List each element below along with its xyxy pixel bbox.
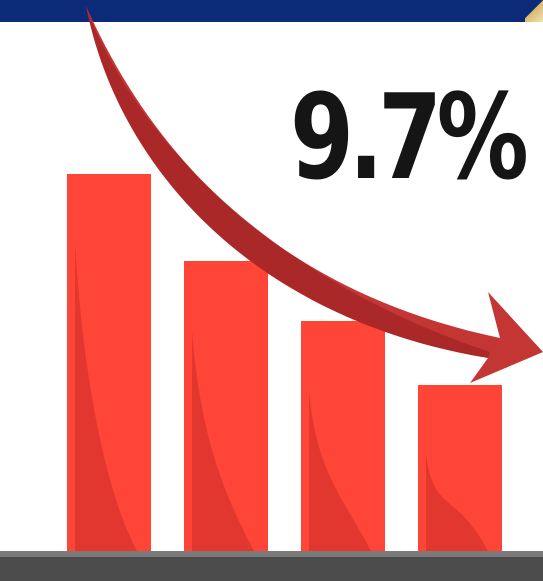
top-header-band	[0, 0, 543, 22]
bar-4-shadow	[426, 455, 488, 551]
downward-trend-arrow-icon	[86, 6, 543, 383]
bar-1-shadow	[75, 244, 137, 551]
baseline-highlight	[0, 551, 543, 557]
headline-percentage: 9.7%	[290, 68, 529, 206]
bar-2-shadow	[192, 331, 254, 551]
top-band-corner-accent	[525, 0, 543, 22]
bar-3-shadow	[309, 391, 371, 551]
bar-group	[67, 174, 502, 551]
